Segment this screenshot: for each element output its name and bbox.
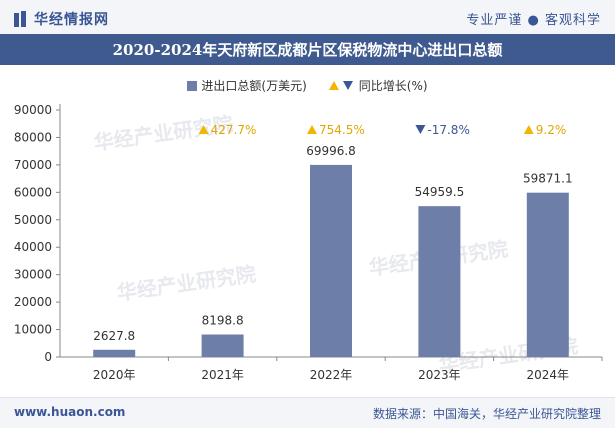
brand-logo[interactable]: 华经情报网 <box>14 9 109 29</box>
x-tick-label: 2023年 <box>418 368 461 382</box>
legend-label-growth: 同比增长(%) <box>358 79 428 93</box>
chart-area: 华经产业研究院华经产业研究院华经产业研究院华经产业研究院010000200003… <box>14 103 603 382</box>
growth-down-triangle-icon <box>415 125 426 134</box>
growth-label: 754.5% <box>319 123 365 137</box>
x-tick-label: 2022年 <box>310 368 353 382</box>
growth-up-triangle-icon <box>523 125 534 134</box>
title-bar <box>0 34 615 65</box>
legend-label-total: 进出口总额(万美元) <box>201 79 307 93</box>
y-tick-label: 80000 <box>14 130 52 144</box>
x-tick-label: 2024年 <box>527 368 570 382</box>
y-tick-label: 90000 <box>14 103 52 117</box>
growth-label: 9.2% <box>536 123 567 137</box>
y-tick-label: 70000 <box>14 158 52 172</box>
data-label: 59871.1 <box>523 172 573 186</box>
tagline: 专业严谨 ● 客观科学 <box>466 13 601 28</box>
growth-up-triangle-icon <box>307 125 317 134</box>
logo-icon <box>14 11 28 27</box>
x-tick-label: 2021年 <box>201 368 244 382</box>
bar <box>310 164 352 357</box>
footer-bar: www.huaon.com 数据来源：中国海关，华经产业研究院整理 <box>0 397 615 428</box>
y-tick-label: 0 <box>44 350 52 364</box>
bar <box>93 349 136 357</box>
chart-legend: 进出口总额(万美元) 同比增长(%) <box>0 77 615 94</box>
data-label: 54959.5 <box>415 185 465 199</box>
y-tick-label: 10000 <box>14 323 52 337</box>
footer-source: 数据来源：中国海关，华经产业研究院整理 <box>372 407 601 421</box>
bar <box>526 192 569 357</box>
growth-label: 427.7% <box>211 123 257 137</box>
y-tick-label: 40000 <box>14 240 52 254</box>
top-bar: 华经情报网 专业严谨 ● 客观科学 <box>0 0 615 35</box>
legend-up-triangle-icon <box>328 81 339 90</box>
brand-name: 华经情报网 <box>34 12 109 28</box>
bar <box>418 206 461 357</box>
data-label: 2627.8 <box>93 329 135 343</box>
growth-label: -17.8% <box>427 123 469 137</box>
footer-url-link[interactable]: www.huaon.com <box>14 405 126 419</box>
data-label: 69996.8 <box>306 144 356 158</box>
legend-down-triangle-icon <box>342 81 353 90</box>
legend-item-total: 进出口总额(万美元) <box>187 77 307 94</box>
legend-swatch-bar <box>187 80 198 91</box>
growth-up-triangle-icon <box>198 125 209 134</box>
x-tick-label: 2020年 <box>93 368 136 382</box>
y-tick-label: 50000 <box>14 213 52 227</box>
watermark-text: 华经产业研究院 <box>115 262 257 305</box>
bar <box>201 334 244 357</box>
y-tick-label: 60000 <box>14 185 52 199</box>
chart-title: 2020-2024年天府新区成都片区保税物流中心进出口总额 <box>112 41 503 59</box>
legend-item-growth: 同比增长(%) <box>328 77 428 94</box>
y-tick-label: 20000 <box>14 295 52 309</box>
y-tick-label: 30000 <box>14 268 52 282</box>
data-label: 8198.8 <box>202 313 244 327</box>
